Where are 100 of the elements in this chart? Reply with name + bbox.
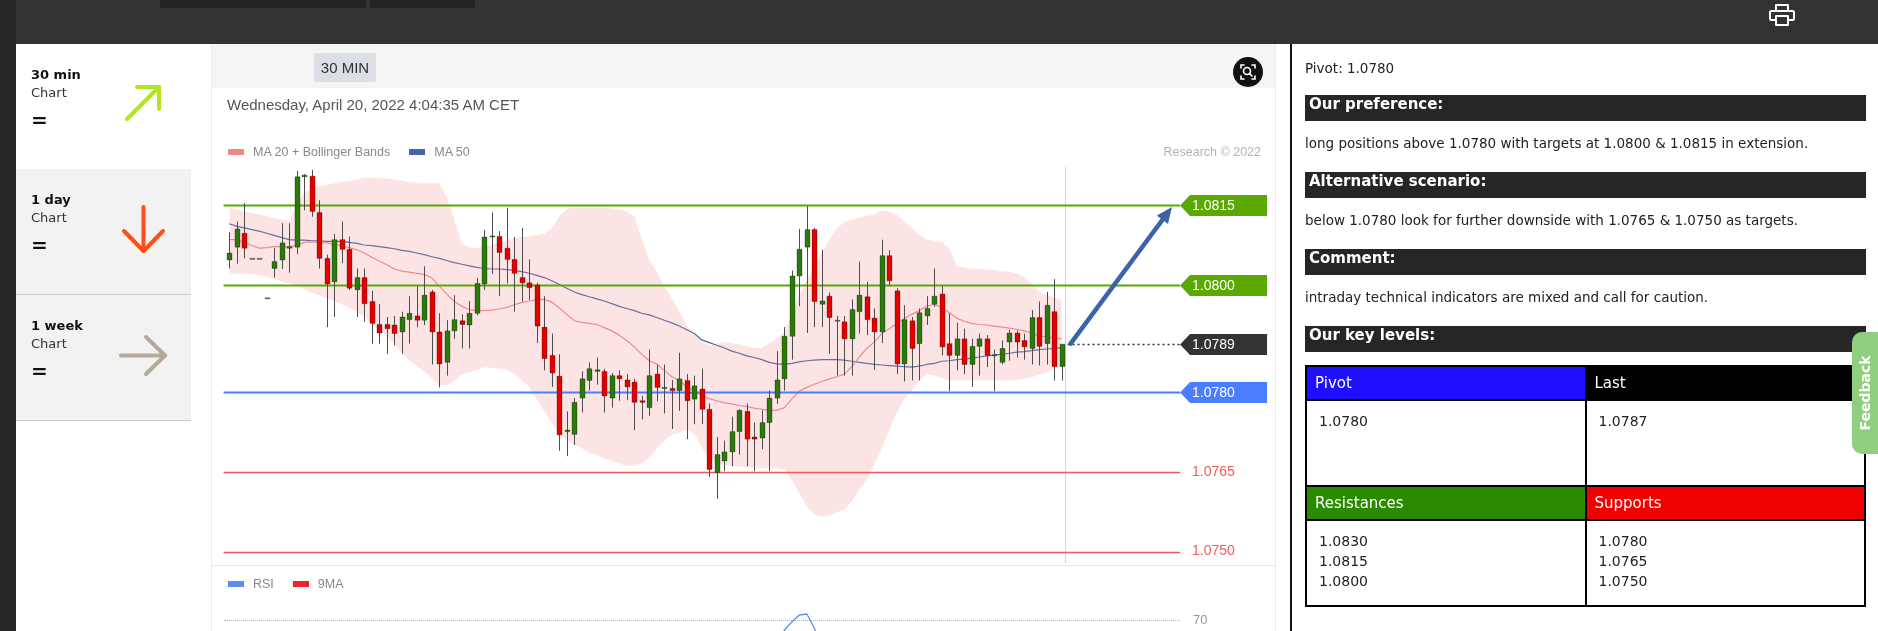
candlestick	[631, 378, 638, 431]
candlestick	[721, 440, 728, 472]
text: Chart	[31, 336, 67, 351]
candlestick	[406, 295, 413, 345]
text: Last	[1594, 374, 1626, 392]
y-tick-label: 1.0765	[1192, 462, 1236, 479]
candlestick	[714, 436, 721, 500]
text: 1.0787	[1598, 413, 1648, 429]
candlestick	[834, 315, 841, 377]
candlestick	[991, 349, 998, 392]
text: =	[31, 108, 48, 132]
candlestick	[466, 300, 473, 349]
text: Chart	[31, 85, 67, 100]
candlestick	[699, 368, 706, 425]
candlestick	[226, 231, 233, 269]
candlestick	[391, 315, 398, 346]
candlestick	[241, 202, 248, 259]
candlestick	[609, 372, 616, 409]
candlestick	[804, 205, 811, 334]
text: Chart	[31, 210, 67, 225]
candlestick	[519, 227, 526, 303]
candlestick	[654, 363, 661, 402]
candlestick	[976, 333, 983, 377]
candlestick	[1014, 329, 1021, 359]
text: Pivot: 1.0780	[1305, 59, 1396, 78]
candlestick	[774, 350, 781, 405]
candlestick	[279, 222, 286, 270]
candlestick	[376, 303, 383, 345]
text: Our preference:	[1305, 95, 1866, 121]
text: Our key levels:	[1305, 326, 1866, 352]
candlestick	[301, 173, 308, 211]
candlestick	[624, 373, 631, 401]
text: 1 day	[31, 192, 71, 207]
candlestick	[616, 369, 623, 402]
text: intraday technical indicators are mixed and call for caution.	[1305, 288, 1710, 307]
candlestick	[924, 295, 931, 326]
candlestick	[684, 373, 691, 440]
side-tab: Feedback	[1852, 332, 1878, 454]
candlestick	[969, 338, 976, 388]
text: Alternative scenario:	[1305, 172, 1866, 198]
text: 30 MIN	[314, 53, 376, 82]
candlestick	[414, 285, 421, 328]
text: 1.0780 1.0765 1.0750	[1585, 520, 1865, 606]
candlestick	[931, 267, 938, 308]
candlestick	[736, 408, 743, 456]
candlestick	[661, 363, 668, 415]
text: =	[31, 359, 48, 383]
text: 1 week	[31, 318, 83, 333]
candlestick	[504, 207, 511, 284]
ref-line-label: 1.0780	[1192, 384, 1236, 401]
candlestick	[579, 370, 586, 413]
candlestick	[234, 221, 241, 265]
candlestick	[954, 322, 961, 371]
candlestick	[1006, 329, 1013, 362]
legend-label: MA 50	[434, 145, 470, 159]
candlestick	[819, 249, 826, 328]
candlestick	[999, 339, 1006, 365]
candlestick	[564, 410, 571, 457]
text: 1.0830 1.0815 1.0800	[1306, 520, 1586, 606]
candlestick	[984, 334, 991, 368]
text: =	[31, 233, 48, 257]
candlestick	[946, 312, 953, 392]
text: Pivot	[1306, 366, 1586, 400]
candlestick	[399, 311, 406, 355]
candlestick	[451, 294, 458, 340]
candlestick	[339, 221, 346, 264]
text: Comment:	[1305, 249, 1866, 275]
text: long positions above 1.0780 with targets at 1.0800 & 1.0815 in extension.	[1305, 134, 1810, 153]
text: Supports	[1585, 486, 1865, 520]
candlestick	[841, 315, 848, 377]
candlestick	[549, 333, 556, 388]
candlestick	[856, 261, 863, 335]
candlestick	[586, 361, 593, 392]
y-tick-label: 1.0750	[1192, 542, 1236, 559]
candlestick	[369, 290, 376, 345]
candlestick	[676, 352, 683, 412]
text: Research © 2022	[1163, 145, 1261, 159]
candlestick	[384, 316, 391, 355]
text: Resistances	[1306, 486, 1586, 520]
candlestick	[751, 422, 758, 472]
candlestick	[826, 291, 833, 355]
candlestick	[496, 230, 503, 297]
chart-title: Wednesday, April 20, 2022 4:04:35 AM CET	[227, 96, 520, 113]
candlestick	[526, 258, 533, 301]
ref-line-label: 1.0789	[1192, 336, 1236, 353]
legend-label: MA 20 + Bollinger Bands	[253, 145, 391, 159]
candlestick	[729, 416, 736, 467]
text: 1.0780	[1306, 400, 1586, 486]
candlestick	[759, 409, 766, 450]
ref-line-label: 1.0800	[1192, 277, 1236, 294]
candlestick	[354, 267, 361, 318]
candlestick	[489, 211, 496, 275]
candlestick	[871, 307, 878, 371]
text: 9MA	[317, 577, 344, 591]
candlestick	[691, 375, 698, 425]
candlestick	[864, 281, 871, 336]
candlestick	[1059, 343, 1066, 381]
candlestick	[669, 379, 676, 430]
text: below 1.0780 look for further downside with 1.0765 & 1.0750 as targets.	[1305, 211, 1799, 230]
candlestick	[1021, 333, 1028, 361]
